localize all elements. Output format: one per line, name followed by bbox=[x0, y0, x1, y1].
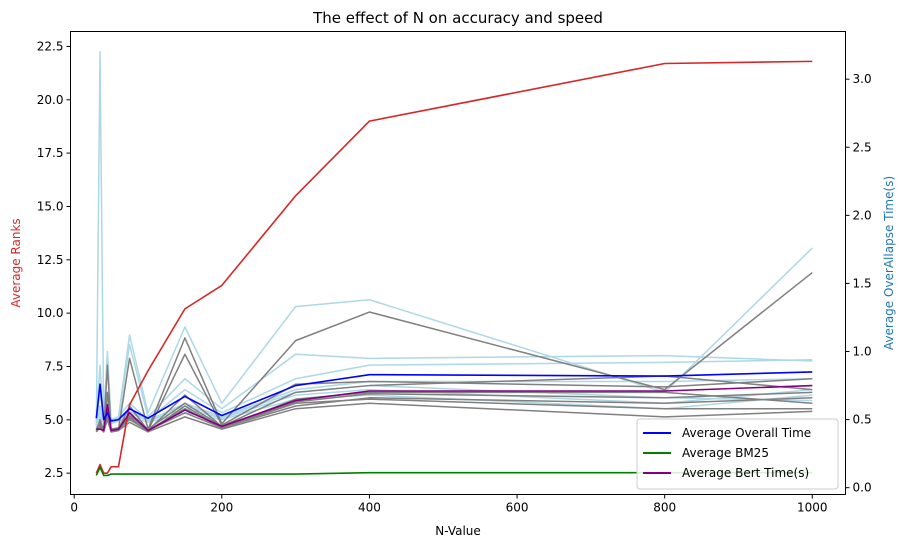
x-tick-label: 400 bbox=[358, 501, 381, 515]
y-left-tick-label: 10.0 bbox=[37, 306, 64, 320]
axes: 0 200 400 600 800 1000 2.5 5.0 7.5 10.0 12.5 15.0 17… bbox=[37, 39, 872, 514]
x-tick-label: 200 bbox=[210, 501, 233, 515]
y-left-tick-label: 22.5 bbox=[37, 39, 64, 53]
plot-frame bbox=[70, 31, 846, 495]
x-tick-label: 600 bbox=[506, 501, 529, 515]
y-right-tick-label: 0.5 bbox=[853, 413, 872, 427]
ranks-line bbox=[95, 60, 813, 474]
y-right-tick-label: 1.0 bbox=[853, 345, 872, 359]
x-tick-label: 0 bbox=[70, 501, 78, 515]
y-right-tick-label: 3.0 bbox=[853, 72, 872, 86]
y-right-tick-label: 2.0 bbox=[853, 208, 872, 222]
y-right-tick-label: 0.0 bbox=[853, 481, 872, 495]
chart-title: The effect of N on accuracy and speed bbox=[312, 9, 603, 27]
y-left-tick-label: 5.0 bbox=[44, 413, 63, 427]
x-axis-label: N-Value bbox=[435, 524, 481, 538]
y-right-tick-label: 1.5 bbox=[853, 276, 872, 290]
bert-time-line bbox=[96, 384, 813, 432]
series-lines bbox=[95, 60, 813, 477]
legend-label-overall: Average Overall Time bbox=[682, 426, 811, 440]
legend-label-bm25: Average BM25 bbox=[682, 446, 769, 460]
y-axis-left-label: Average Ranks bbox=[9, 218, 23, 307]
legend: Average Overall Time Average BM25 Averag… bbox=[636, 418, 839, 490]
y-left-tick-label: 7.5 bbox=[44, 359, 63, 373]
x-tick-label: 800 bbox=[653, 501, 676, 515]
legend-label-bert: Average Bert Time(s) bbox=[682, 466, 809, 480]
legend-box bbox=[636, 418, 839, 490]
y-left-tick-label: 17.5 bbox=[37, 146, 64, 160]
overall-time-line bbox=[95, 371, 813, 422]
bm25-line bbox=[95, 466, 813, 477]
y-left-tick-label: 20.0 bbox=[37, 93, 64, 107]
y-left-tick-label: 12.5 bbox=[37, 253, 64, 267]
y-left-tick-label: 2.5 bbox=[44, 466, 63, 480]
y-right-tick-label: 2.5 bbox=[853, 140, 872, 154]
x-tick-label: 1000 bbox=[797, 501, 828, 515]
y-axis-right-label: Average OverAllapse Time(s) bbox=[882, 176, 896, 350]
y-left-tick-label: 15.0 bbox=[37, 199, 64, 213]
